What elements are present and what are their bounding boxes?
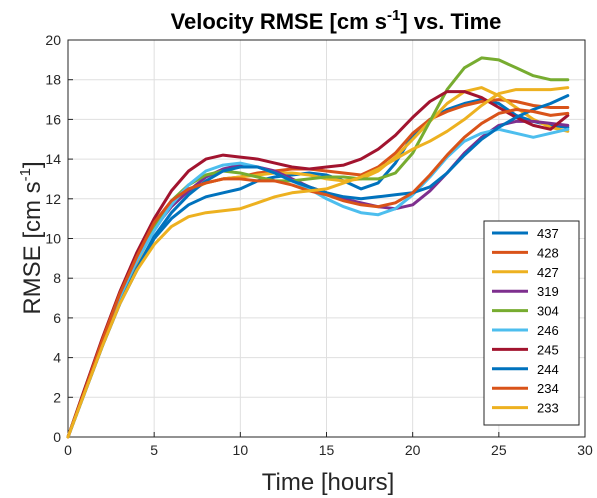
y-tick-label: 16 bbox=[45, 111, 61, 127]
legend-box bbox=[483, 220, 580, 426]
x-tick-label: 30 bbox=[577, 442, 593, 458]
y-axis-label: RMSE [cm s-1] bbox=[17, 161, 46, 314]
x-tick-label: 20 bbox=[405, 442, 421, 458]
y-tick-label: 0 bbox=[53, 429, 61, 445]
chart-title-main: Velocity RMSE [cm s bbox=[171, 9, 387, 34]
legend-label-244: 244 bbox=[537, 362, 559, 377]
x-tick-label: 0 bbox=[64, 442, 72, 458]
x-tick-label: 5 bbox=[150, 442, 158, 458]
legend-label-245: 245 bbox=[537, 342, 559, 357]
y-tick-label: 8 bbox=[53, 270, 61, 286]
series-lines bbox=[66, 56, 570, 439]
series-line-304 bbox=[66, 56, 570, 439]
chart-title-superscript: -1 bbox=[387, 7, 400, 24]
x-axis-label: Time [hours] bbox=[262, 469, 394, 496]
series-line-234 bbox=[66, 108, 570, 439]
legend-label-437: 437 bbox=[537, 226, 559, 241]
y-tick-label: 10 bbox=[45, 231, 61, 247]
chart-title-rest: ] vs. Time bbox=[400, 9, 501, 34]
series-line-233 bbox=[66, 86, 570, 439]
y-tick-label: 4 bbox=[53, 350, 61, 366]
chart-title: Velocity RMSE [cm s-1] vs. Time bbox=[171, 7, 502, 34]
legend: 437 428 427 319 304 246 245 244 234 233 bbox=[483, 220, 580, 426]
legend-label-233: 233 bbox=[537, 401, 559, 416]
legend-label-319: 319 bbox=[537, 284, 559, 299]
y-axis-label-superscript: -1 bbox=[17, 168, 34, 181]
y-tick-label: 12 bbox=[45, 191, 61, 207]
series-line-245 bbox=[66, 90, 570, 439]
y-tick-label: 20 bbox=[45, 32, 61, 48]
y-tick-label: 18 bbox=[45, 72, 61, 88]
x-tick-label: 10 bbox=[233, 442, 249, 458]
y-axis-label-rest: ] bbox=[19, 161, 46, 168]
legend-label-304: 304 bbox=[537, 304, 559, 319]
legend-label-427: 427 bbox=[537, 265, 559, 280]
legend-label-428: 428 bbox=[537, 245, 559, 260]
legend-label-234: 234 bbox=[537, 381, 559, 396]
x-tick-label: 25 bbox=[491, 442, 507, 458]
x-tick-label: 15 bbox=[319, 442, 335, 458]
y-axis-label-main: RMSE [cm s bbox=[19, 181, 46, 314]
y-tick-label: 6 bbox=[53, 310, 61, 326]
y-tick-label: 14 bbox=[45, 151, 61, 167]
legend-label-246: 246 bbox=[537, 323, 559, 338]
y-tick-label: 2 bbox=[53, 389, 61, 405]
